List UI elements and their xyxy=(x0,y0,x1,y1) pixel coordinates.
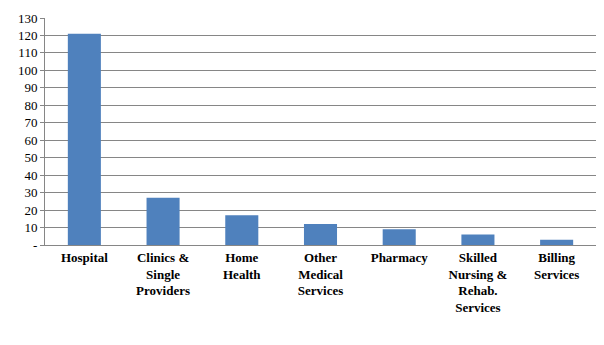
svg-text:10: 10 xyxy=(24,220,37,235)
svg-text:80: 80 xyxy=(24,98,37,113)
svg-text:Pharmacy: Pharmacy xyxy=(371,250,429,265)
svg-text:110: 110 xyxy=(18,45,37,60)
svg-text:90: 90 xyxy=(24,80,37,95)
svg-text:30: 30 xyxy=(24,185,37,200)
svg-text:-: - xyxy=(33,238,37,253)
svg-text:60: 60 xyxy=(24,133,37,148)
svg-text:20: 20 xyxy=(24,203,37,218)
svg-text:Clinics &SingleProviders: Clinics &SingleProviders xyxy=(136,250,190,299)
svg-text:40: 40 xyxy=(24,168,37,183)
svg-text:BillingServices: BillingServices xyxy=(534,250,579,282)
svg-text:70: 70 xyxy=(24,115,37,130)
svg-text:130: 130 xyxy=(18,11,38,26)
svg-text:50: 50 xyxy=(24,150,37,165)
svg-text:SkilledNursing &Rehab.Services: SkilledNursing &Rehab.Services xyxy=(448,250,507,316)
svg-text:120: 120 xyxy=(18,28,38,43)
svg-text:HomeHealth: HomeHealth xyxy=(223,250,261,282)
svg-text:Hospital: Hospital xyxy=(61,250,108,265)
svg-text:100: 100 xyxy=(18,63,38,78)
svg-text:OtherMedicalServices: OtherMedicalServices xyxy=(298,250,344,299)
